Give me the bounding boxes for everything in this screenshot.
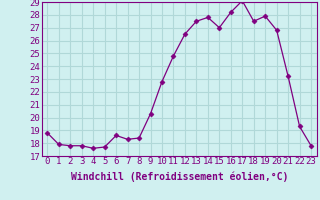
- X-axis label: Windchill (Refroidissement éolien,°C): Windchill (Refroidissement éolien,°C): [70, 172, 288, 182]
